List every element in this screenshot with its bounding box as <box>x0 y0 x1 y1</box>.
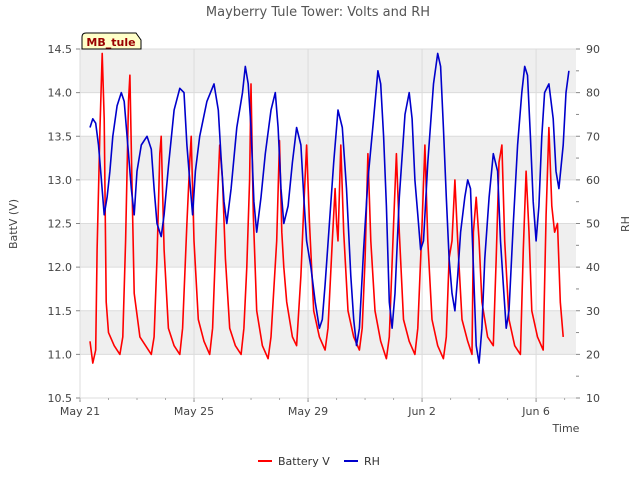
tick-label-x: May 21 <box>60 405 100 418</box>
tick-label-right: 70 <box>586 130 600 143</box>
plot-band <box>80 49 576 93</box>
x-axis-ticks: May 21 May 25 May 29 Jun 2 Jun 6 <box>60 398 566 418</box>
tick-label-right: 20 <box>586 348 600 361</box>
legend-label-rh: RH <box>364 455 380 468</box>
tick-label-left: 12.5 <box>48 218 73 231</box>
tick-label-left: 13.5 <box>48 130 73 143</box>
tick-label-right: 40 <box>586 261 600 274</box>
tick-label-right: 60 <box>586 174 600 187</box>
y-axis-right-label: RH <box>619 216 632 232</box>
tick-label-left: 14.5 <box>48 43 73 56</box>
tick-label-x: Jun 6 <box>521 405 550 418</box>
tick-label-right: 80 <box>586 87 600 100</box>
legend-label-battery: Battery V <box>278 455 330 468</box>
tick-label-left: 13.0 <box>48 174 73 187</box>
series-line-rh <box>89 52 570 364</box>
series-layer <box>89 52 570 364</box>
station-label-text: MB_tule <box>86 36 135 49</box>
tick-label-left: 11.0 <box>48 348 73 361</box>
tick-label-right: 90 <box>586 43 600 56</box>
x-axis-label: Time <box>552 422 580 435</box>
station-label: MB_tule <box>81 32 142 50</box>
chart-title: Mayberry Tule Tower: Volts and RH <box>206 5 430 20</box>
y-axis-left-ticks: 10.5 11.0 11.5 12.0 12.5 13.0 13.5 14.0 14.5 <box>48 43 80 405</box>
tick-label-right: 10 <box>586 392 600 405</box>
tick-label-x: May 25 <box>174 405 214 418</box>
tick-label-left: 10.5 <box>48 392 73 405</box>
y-axis-left-label: BattV (V) <box>7 199 20 249</box>
tick-label-x: Jun 2 <box>407 405 436 418</box>
tick-label-right: 50 <box>586 218 600 231</box>
tick-label-left: 14.0 <box>48 87 73 100</box>
tick-label-left: 12.0 <box>48 261 73 274</box>
tick-label-x: May 29 <box>288 405 328 418</box>
y-axis-right-ticks: 10 20 30 40 50 60 70 80 90 <box>576 43 600 405</box>
tick-label-right: 30 <box>586 305 600 318</box>
legend: Battery V RH <box>258 455 380 468</box>
tick-label-left: 11.5 <box>48 305 73 318</box>
station-label-box <box>81 32 142 50</box>
